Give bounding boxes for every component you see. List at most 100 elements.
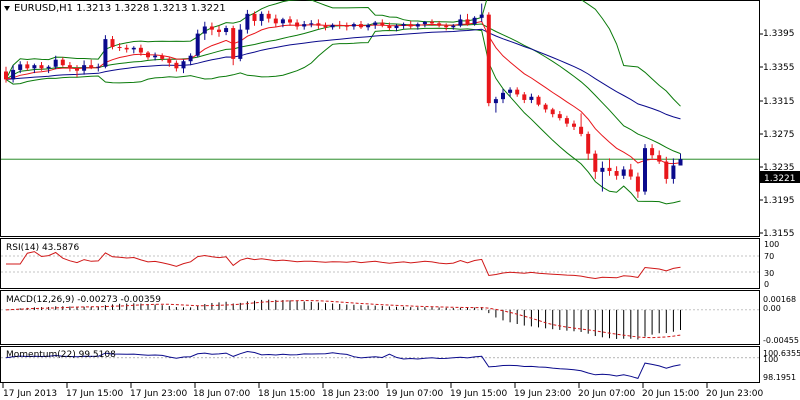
candle-body: [486, 14, 491, 104]
candle-body: [167, 58, 172, 63]
price-panel: [0, 0, 760, 237]
momentum-level-label: 98.1951: [763, 373, 796, 382]
candle-body: [188, 55, 193, 62]
candle-body: [422, 21, 427, 25]
rsi-panel: [0, 238, 760, 289]
time-tick-label: 17 Jun 2013: [3, 389, 57, 399]
candle-body: [607, 167, 612, 172]
candle-body: [160, 55, 165, 59]
candle-body: [89, 65, 94, 68]
candle-body: [359, 24, 363, 28]
candle-body: [195, 33, 200, 56]
price-plot: [1, 0, 759, 205]
candle-body: [238, 29, 243, 59]
candle-body: [444, 25, 449, 28]
candle-body: [146, 52, 150, 58]
rsi-plot: [1, 251, 759, 280]
macd-plot: [1, 299, 759, 340]
candle-body: [373, 22, 378, 25]
candle-body: [75, 68, 79, 71]
current-price-value: 1.3221: [764, 174, 796, 184]
macd-panel: [0, 290, 760, 345]
candle-body: [564, 118, 569, 124]
candle-body: [536, 96, 541, 105]
candle-body: [380, 22, 385, 26]
candle-body: [217, 29, 221, 33]
candle-body: [501, 92, 505, 100]
candle-body: [593, 153, 598, 172]
rsi-level-label: 100: [764, 240, 779, 249]
momentum-plot: [1, 350, 759, 380]
candle-body: [280, 19, 285, 24]
time-tick-label: 20 Jun 07:00: [578, 389, 635, 399]
candle-body: [259, 13, 264, 21]
time-tick-label: 17 Jun 15:00: [66, 389, 123, 399]
time-tick-label: 20 Jun 23:00: [706, 389, 763, 399]
macd-level-label: 0.00168: [763, 295, 796, 304]
candle-body: [82, 65, 87, 71]
candle-body: [252, 13, 257, 21]
candle-body: [579, 126, 584, 134]
time-tick-label: 19 Jun 07:00: [386, 389, 443, 399]
bollinger-upper-line: [5, 0, 681, 107]
candle-body: [32, 65, 37, 69]
rsi-level-label: 30: [764, 269, 774, 278]
candle-body: [351, 24, 356, 27]
candle-body: [181, 61, 186, 69]
candle-body: [25, 64, 30, 69]
candle-body: [224, 28, 229, 33]
candle-body: [131, 47, 136, 50]
candle-body: [600, 167, 605, 172]
candle-body: [394, 25, 399, 29]
candle-body: [110, 39, 115, 48]
candle-body: [543, 104, 548, 110]
candle-body: [302, 24, 307, 27]
candle-body: [138, 47, 143, 53]
time-tick-label: 20 Jun 15:00: [642, 389, 699, 399]
candle-body: [678, 159, 683, 166]
candle-body: [415, 24, 420, 27]
time-tick-label: 18 Jun 15:00: [258, 389, 315, 399]
candle-body: [266, 13, 271, 19]
candle-body: [529, 96, 534, 100]
candle-body: [344, 25, 349, 27]
price-tick-label: 1.3315: [763, 97, 795, 107]
candle-body: [401, 24, 406, 26]
candle-body: [124, 47, 129, 50]
candle-body: [153, 55, 158, 58]
candle-body: [231, 28, 236, 59]
candle-body: [515, 89, 520, 95]
candle-body: [657, 155, 662, 162]
candle-body: [572, 123, 576, 127]
momentum-label: Momentum(22) 99.5108: [6, 350, 116, 360]
macd-level-label: -0.00455: [763, 336, 799, 345]
candle-body: [650, 148, 655, 156]
dropdown-triangle-icon[interactable]: [4, 6, 10, 11]
candle-body: [174, 62, 179, 69]
candle-body: [465, 19, 470, 25]
candle-body: [586, 133, 591, 154]
time-tick-label: 18 Jun 07:00: [193, 389, 250, 399]
candle-body: [366, 24, 371, 28]
candle-body: [493, 99, 498, 104]
macd-level-label: 0.00: [763, 304, 781, 313]
candle-body: [508, 89, 513, 93]
rsi-level-label: 70: [764, 252, 774, 261]
candle-body: [614, 171, 619, 176]
price-tick-label: 1.3355: [763, 63, 795, 73]
candle-body: [39, 65, 44, 69]
momentum-line: [5, 350, 681, 380]
candle-body: [451, 25, 456, 28]
current-price-tag: [760, 171, 800, 183]
price-tick-label: 1.3195: [763, 196, 795, 206]
candle-body: [67, 65, 72, 69]
price-tick-label: 1.3235: [763, 163, 795, 173]
macd-signal-line: [5, 299, 681, 339]
candle-body: [273, 18, 278, 24]
fast-ma-line: [5, 20, 681, 165]
candle-body: [18, 64, 23, 70]
candle-body: [96, 66, 101, 68]
candle-body: [288, 19, 292, 23]
candle-body: [621, 169, 626, 176]
